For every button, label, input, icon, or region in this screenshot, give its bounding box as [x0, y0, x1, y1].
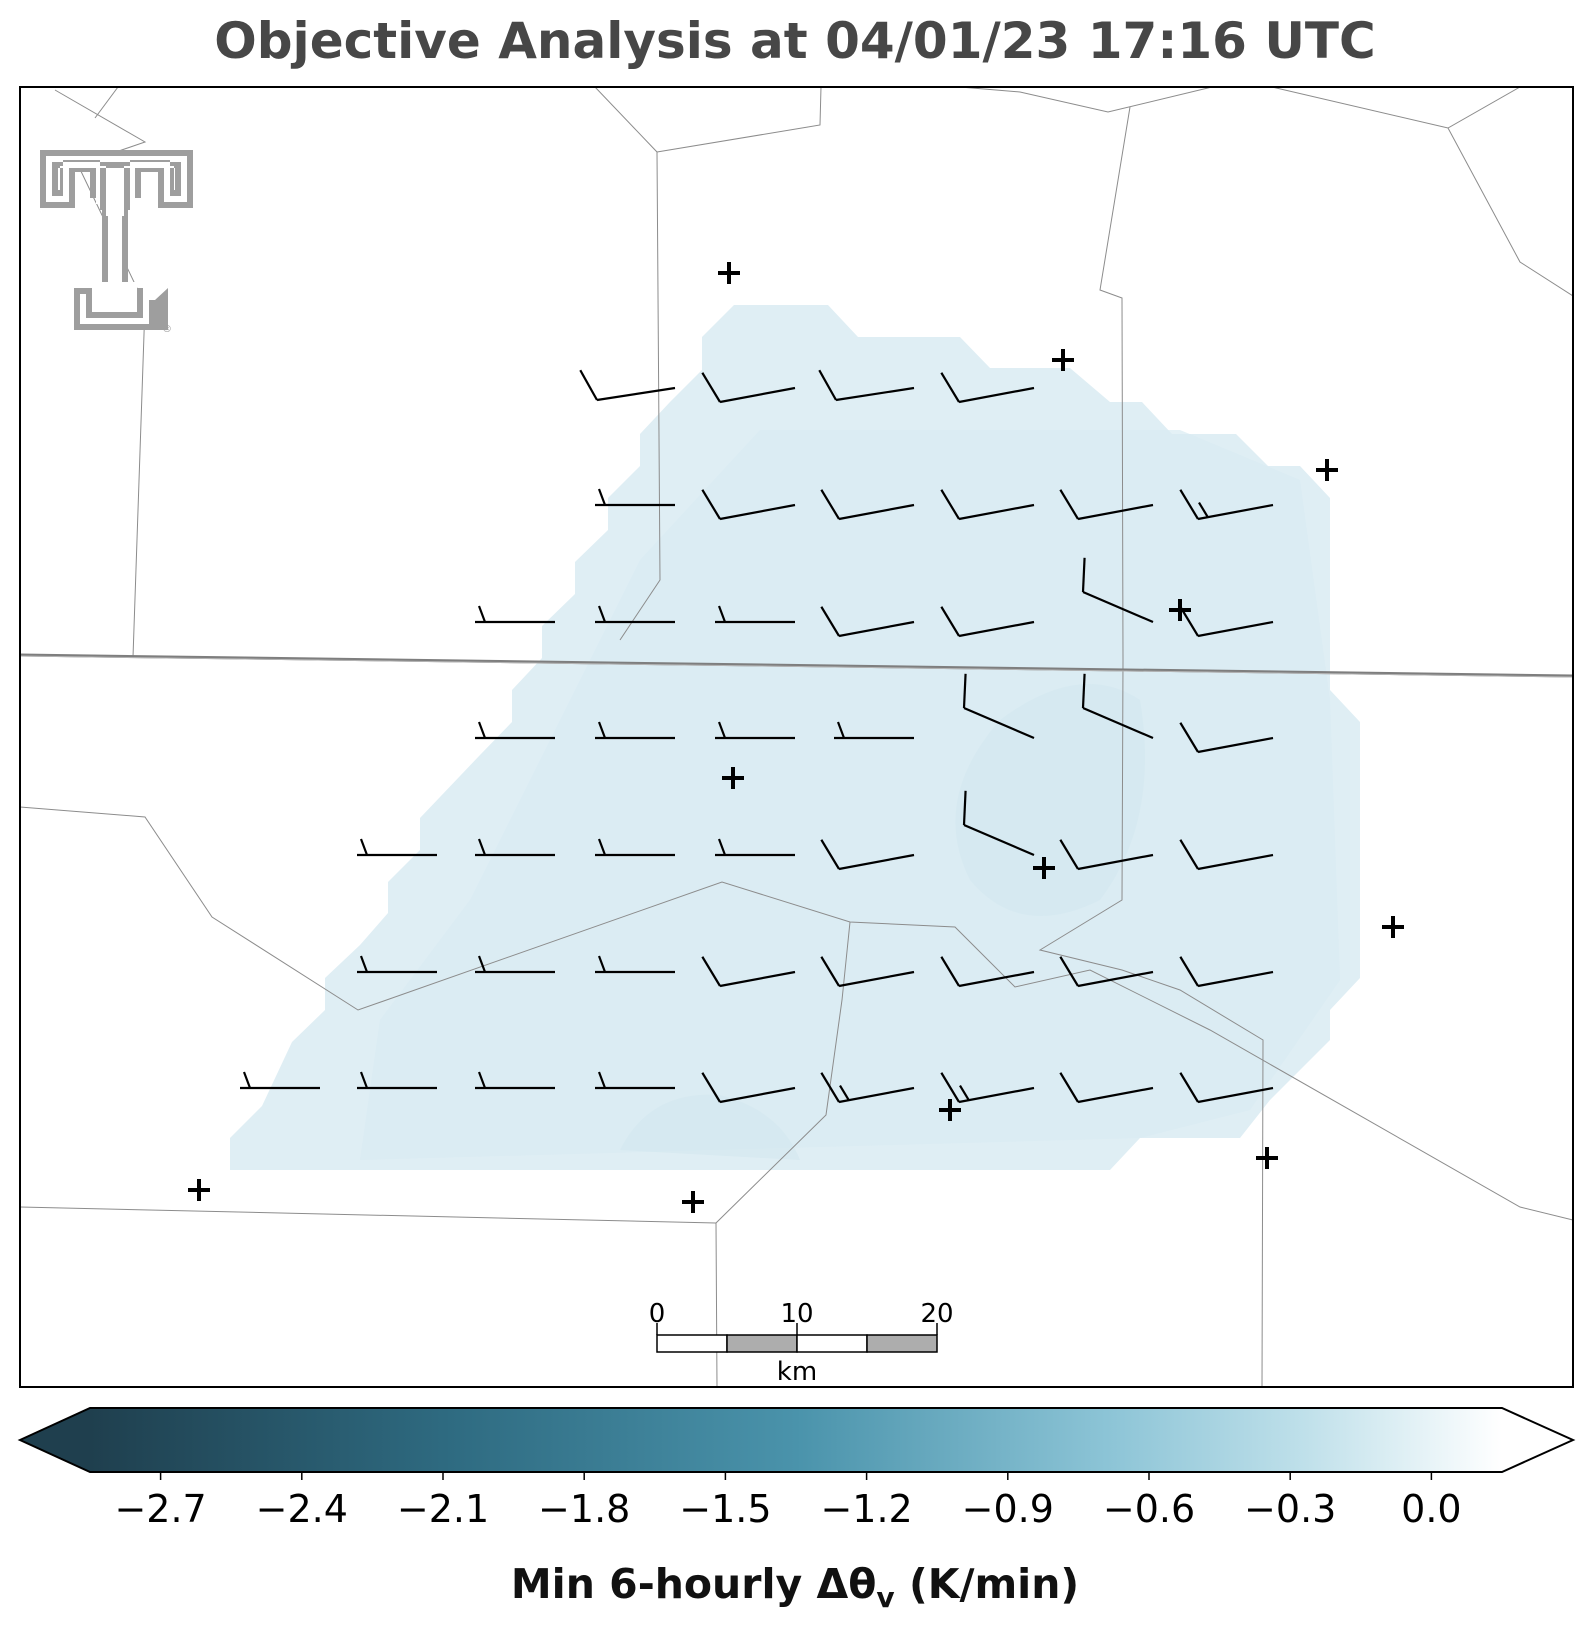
wind-barb	[595, 721, 675, 740]
wind-barb	[820, 606, 915, 638]
wind-barb	[1059, 839, 1154, 871]
colorbar-tick-label: −2.4	[256, 1487, 348, 1531]
wind-barb	[820, 839, 915, 871]
scale-unit: km	[777, 1357, 817, 1387]
colorbar-tick-label: −2.7	[114, 1487, 206, 1531]
wind-barb	[820, 956, 915, 988]
wind-barb	[595, 955, 675, 974]
station-marker	[1052, 349, 1074, 371]
colorbar-tick-label: −2.1	[397, 1487, 489, 1531]
wind-barb	[715, 721, 795, 740]
station-marker	[1316, 459, 1338, 481]
wind-barb	[1179, 1072, 1274, 1104]
analysis-inner-contour	[360, 430, 1340, 1160]
wind-barb	[962, 790, 1035, 857]
station-marker	[1033, 857, 1055, 879]
map-frame	[19, 86, 1574, 1388]
station-marker	[1169, 599, 1191, 621]
county-boundaries	[20, 87, 1573, 1387]
logo-registered-mark: ®	[162, 324, 172, 335]
wind-barb	[595, 838, 675, 857]
wind-barb	[595, 1071, 675, 1090]
colorbar-tick-label: −0.9	[962, 1487, 1054, 1531]
wind-barb	[701, 489, 796, 521]
wind-barb	[240, 1071, 320, 1090]
wind-barb	[475, 605, 555, 624]
texas-tech-double-t-logo: ®	[40, 150, 193, 335]
wind-barb	[715, 838, 795, 857]
scale-bar: 0 10 20 km	[649, 1299, 954, 1387]
station-marker	[682, 1191, 704, 1213]
colorbar-tick-label: −1.2	[820, 1487, 912, 1531]
wind-barb	[579, 369, 676, 402]
state-boundary	[20, 653, 1573, 678]
station-marker	[939, 1099, 961, 1121]
colorbar-tick-label: 0.0	[1401, 1487, 1461, 1531]
wind-barb	[1179, 489, 1274, 521]
wind-barb	[1179, 722, 1274, 754]
wind-barb	[834, 721, 914, 740]
state-boundary-highlight	[20, 655, 1573, 678]
wind-barb	[475, 955, 555, 974]
station-marker	[722, 767, 744, 789]
colorbar-outline	[17, 1407, 1576, 1473]
wind-barb	[357, 955, 437, 974]
colorbar-tick-label: −1.8	[538, 1487, 630, 1531]
colorbar-label-subscript: v	[876, 1581, 895, 1615]
station-markers	[188, 262, 1404, 1213]
colorbar-tick-label: −1.5	[679, 1487, 771, 1531]
wind-barb	[1081, 557, 1154, 624]
analysis-low-pocket-south	[620, 1094, 800, 1160]
station-marker	[188, 1179, 210, 1201]
wind-barb	[701, 956, 796, 988]
colorbar-tick-label: −0.3	[1244, 1487, 1336, 1531]
wind-barb	[715, 605, 795, 624]
colorbar-min-extend	[20, 1408, 90, 1472]
wind-barb	[1059, 1072, 1154, 1104]
wind-barb	[940, 956, 1035, 988]
colorbar-ticks: −2.7 −2.4 −2.1 −1.8 −1.5 −1.2 −0.9 −0.6 −0.3 0.0	[114, 1472, 1462, 1531]
colorbar-max-extend	[1502, 1408, 1573, 1472]
station-marker	[1256, 1147, 1278, 1169]
scale-label-0: 0	[649, 1299, 666, 1329]
wind-barb	[1179, 956, 1274, 988]
station-marker	[1382, 916, 1404, 938]
wind-barb	[940, 1072, 1035, 1104]
wind-barb	[595, 488, 675, 507]
scale-label-20: 20	[920, 1299, 953, 1329]
wind-barb	[475, 1071, 555, 1090]
wind-barb	[1059, 489, 1154, 521]
wind-barb	[475, 721, 555, 740]
wind-barb	[818, 369, 915, 402]
wind-barb	[1081, 673, 1154, 740]
wind-barb	[1179, 839, 1274, 871]
colorbar-gradient	[90, 1408, 1502, 1472]
wind-barb	[962, 673, 1035, 740]
wind-barb	[357, 1071, 437, 1090]
wind-barb	[940, 489, 1035, 521]
wind-barb	[595, 605, 675, 624]
station-marker	[718, 262, 740, 284]
wind-barb	[940, 606, 1035, 638]
colorbar-label: Min 6-hourly Δθv (K/min)	[0, 1560, 1590, 1614]
wind-barb	[940, 372, 1035, 404]
wind-barb	[820, 489, 915, 521]
wind-barb	[1059, 956, 1154, 988]
scale-label-10: 10	[780, 1299, 813, 1329]
wind-barb	[701, 1072, 796, 1104]
colorbar-tick-label: −0.6	[1103, 1487, 1195, 1531]
wind-barb	[701, 372, 796, 404]
colorbar-label-units: (K/min)	[894, 1560, 1080, 1608]
colorbar-label-main: Min 6-hourly Δθ	[510, 1560, 877, 1608]
analysis-low-pocket	[955, 684, 1145, 916]
wind-barb	[357, 838, 437, 857]
wind-barb	[820, 1072, 915, 1104]
map-title: Objective Analysis at 04/01/23 17:16 UTC	[214, 12, 1376, 70]
colorbar: −2.7 −2.4 −2.1 −1.8 −1.5 −1.2 −0.9 −0.6 −0.3 0.0	[17, 1407, 1576, 1531]
map-area[interactable]: ® 0 10 20 km	[20, 87, 1573, 1387]
wind-barb	[475, 838, 555, 857]
wind-barbs	[240, 369, 1274, 1104]
